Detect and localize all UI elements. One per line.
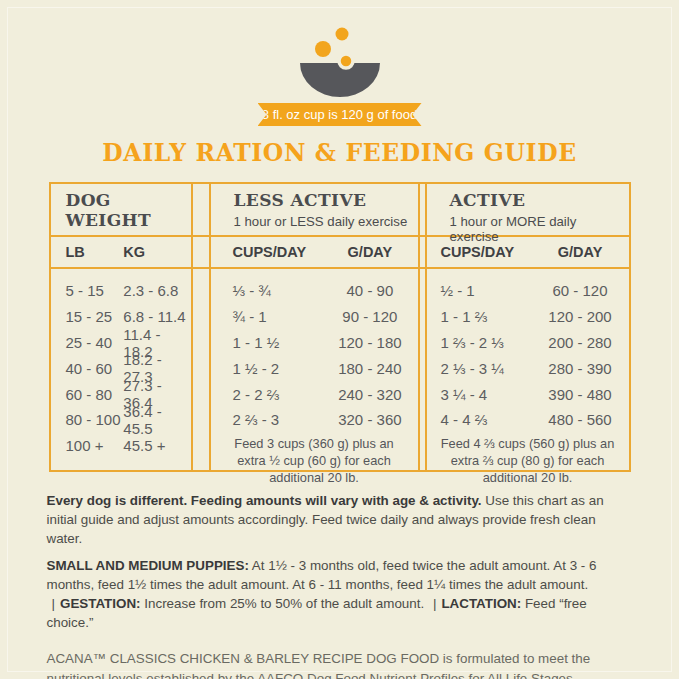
cups-value: 1 - 1 ⅔ [427, 308, 532, 325]
group-title-less-active: LESS ACTIVE [234, 191, 418, 211]
cups-value: 2 ⅓ - 3 ¼ [427, 360, 532, 377]
lb-value: 100 + [51, 437, 124, 454]
grams-value: 390 - 480 [532, 386, 629, 403]
table-row: 2 ⅔ - 3320 - 360 [211, 407, 418, 433]
kg-value: 2.3 - 6.8 [123, 282, 190, 299]
table-row: 1 - 1 ½120 - 180 [211, 330, 418, 356]
lb-value: 40 - 60 [51, 360, 124, 377]
subheader-dog-weight: LB KG [49, 237, 193, 267]
footer-notes: Every dog is different. Feeding amounts … [47, 492, 633, 679]
subheader-less-active: CUPS/DAY G/DAY [209, 237, 420, 267]
feeding-guide-page: 8 fl. oz cup is 120 g of food DAILY RATI… [0, 0, 679, 679]
cups-value: 1 ⅔ - 2 ⅓ [427, 334, 532, 351]
bowl-with-kibble-icon [0, 0, 679, 98]
group-title-dog-weight: DOG WEIGHT [66, 191, 151, 230]
column-group-active: ACTIVE 1 hour or MORE daily exercise [425, 184, 631, 235]
cups-value: ¾ - 1 [211, 308, 323, 325]
cups-value: ⅓ - ¾ [211, 282, 323, 299]
grams-value: 180 - 240 [322, 360, 417, 377]
table-body-row: 5 - 152.3 - 6.8 15 - 256.8 - 11.4 25 - 4… [49, 269, 631, 472]
lb-value: 25 - 40 [51, 334, 124, 351]
lb-value: 80 - 100 [51, 411, 124, 428]
lb-value: 5 - 15 [51, 282, 124, 299]
group-title-active: ACTIVE [450, 191, 629, 211]
cups-value: 4 - 4 ⅔ [427, 411, 532, 428]
table-row: 2 - 2 ⅔240 - 320 [211, 381, 418, 407]
table-row: 5 - 152.3 - 6.8 [51, 278, 191, 304]
note-general: Every dog is different. Feeding amounts … [47, 492, 633, 548]
grams-value: 40 - 90 [322, 282, 417, 299]
separator: | [433, 596, 436, 611]
gestation-label: GESTATION: [60, 596, 141, 611]
group-subtitle-less-active: 1 hour or LESS daily exercise [234, 214, 418, 229]
feeding-table: DOG WEIGHT LESS ACTIVE 1 hour or LESS da… [49, 182, 631, 472]
cups-value: 1 ½ - 2 [211, 360, 323, 377]
column-header-cups-day: CUPS/DAY [427, 244, 532, 260]
kg-value: 6.8 - 11.4 [123, 308, 190, 325]
active-body: ½ - 160 - 120 1 - 1 ⅔120 - 200 1 ⅔ - 2 ⅓… [425, 269, 631, 470]
note-aafco: ACANA™ CLASSICS CHICKEN & BARLEY RECIPE … [47, 649, 633, 679]
table-row: ⅓ - ¾40 - 90 [211, 278, 418, 304]
feed-note-active: Feed 4 ⅔ cups (560 g) plus an extra ⅔ cu… [427, 436, 629, 487]
table-row: 1 ½ - 2180 - 240 [211, 355, 418, 381]
less-active-rows: ⅓ - ¾40 - 90 ¾ - 190 - 120 1 - 1 ½120 - … [211, 269, 418, 433]
dog-weight-body: 5 - 152.3 - 6.8 15 - 256.8 - 11.4 25 - 4… [49, 269, 193, 470]
cups-value: ½ - 1 [427, 282, 532, 299]
grams-value: 280 - 390 [532, 360, 629, 377]
table-subheader-row: LB KG CUPS/DAY G/DAY CUPS/DAY G/DAY [49, 237, 631, 269]
feed-note-less-active: Feed 3 cups (360 g) plus an extra ½ cup … [211, 436, 418, 487]
grams-value: 200 - 280 [532, 334, 629, 351]
table-row: 2 ⅓ - 3 ¼280 - 390 [427, 355, 629, 381]
table-row: 1 ⅔ - 2 ⅓200 - 280 [427, 330, 629, 356]
cups-value: 1 - 1 ½ [211, 334, 323, 351]
cups-value: 2 - 2 ⅔ [211, 386, 323, 403]
cups-value: 3 ¼ - 4 [427, 386, 532, 403]
active-rows: ½ - 160 - 120 1 - 1 ⅔120 - 200 1 ⅔ - 2 ⅓… [427, 269, 629, 433]
note-general-bold: Every dog is different. Feeding amounts … [47, 493, 482, 508]
table-row: 3 ¼ - 4390 - 480 [427, 381, 629, 407]
grams-value: 90 - 120 [322, 308, 417, 325]
table-group-header-row: DOG WEIGHT LESS ACTIVE 1 hour or LESS da… [49, 182, 631, 237]
cups-value: 2 ⅔ - 3 [211, 411, 323, 428]
cup-size-note: 8 fl. oz cup is 120 g of food [262, 107, 417, 122]
column-header-kg: KG [123, 244, 190, 260]
grams-value: 120 - 180 [322, 334, 417, 351]
puppies-label: SMALL AND MEDIUM PUPPIES: [47, 558, 249, 573]
column-group-dog-weight: DOG WEIGHT [49, 184, 193, 235]
column-group-less-active: LESS ACTIVE 1 hour or LESS daily exercis… [209, 184, 420, 235]
column-header-g-day: G/DAY [532, 244, 629, 260]
column-header-lb: LB [51, 244, 124, 260]
bowl-with-kibble-icon [285, 24, 395, 98]
lb-value: 15 - 25 [51, 308, 124, 325]
table-row: 4 - 4 ⅔480 - 560 [427, 407, 629, 433]
page-title: DAILY RATION & FEEDING GUIDE [0, 139, 679, 167]
grams-value: 480 - 560 [532, 411, 629, 428]
table-row: ½ - 160 - 120 [427, 278, 629, 304]
gestation-text: Increase from 25% to 50% of the adult am… [141, 596, 428, 611]
cup-size-ribbon: 8 fl. oz cup is 120 g of food [258, 103, 422, 126]
column-header-g-day: G/DAY [322, 244, 417, 260]
lb-value: 60 - 80 [51, 386, 124, 403]
less-active-body: ⅓ - ¾40 - 90 ¾ - 190 - 120 1 - 1 ½120 - … [209, 269, 420, 470]
column-header-cups-day: CUPS/DAY [211, 244, 323, 260]
note-life-stages: SMALL AND MEDIUM PUPPIES: At 1½ - 3 mont… [47, 557, 633, 632]
dog-weight-rows: 5 - 152.3 - 6.8 15 - 256.8 - 11.4 25 - 4… [51, 269, 191, 459]
lactation-label: LACTATION: [441, 596, 521, 611]
grams-value: 320 - 360 [322, 411, 417, 428]
grams-value: 60 - 120 [532, 282, 629, 299]
table-row: 100 +45.5 + [51, 433, 191, 459]
grams-value: 120 - 200 [532, 308, 629, 325]
table-row: 80 - 10036.4 - 45.5 [51, 407, 191, 433]
table-row: ¾ - 190 - 120 [211, 304, 418, 330]
grams-value: 240 - 320 [322, 386, 417, 403]
kg-value: 36.4 - 45.5 [123, 403, 190, 437]
table-row: 1 - 1 ⅔120 - 200 [427, 304, 629, 330]
kg-value: 45.5 + [123, 437, 190, 454]
subheader-active: CUPS/DAY G/DAY [425, 237, 631, 267]
separator: | [52, 596, 55, 611]
